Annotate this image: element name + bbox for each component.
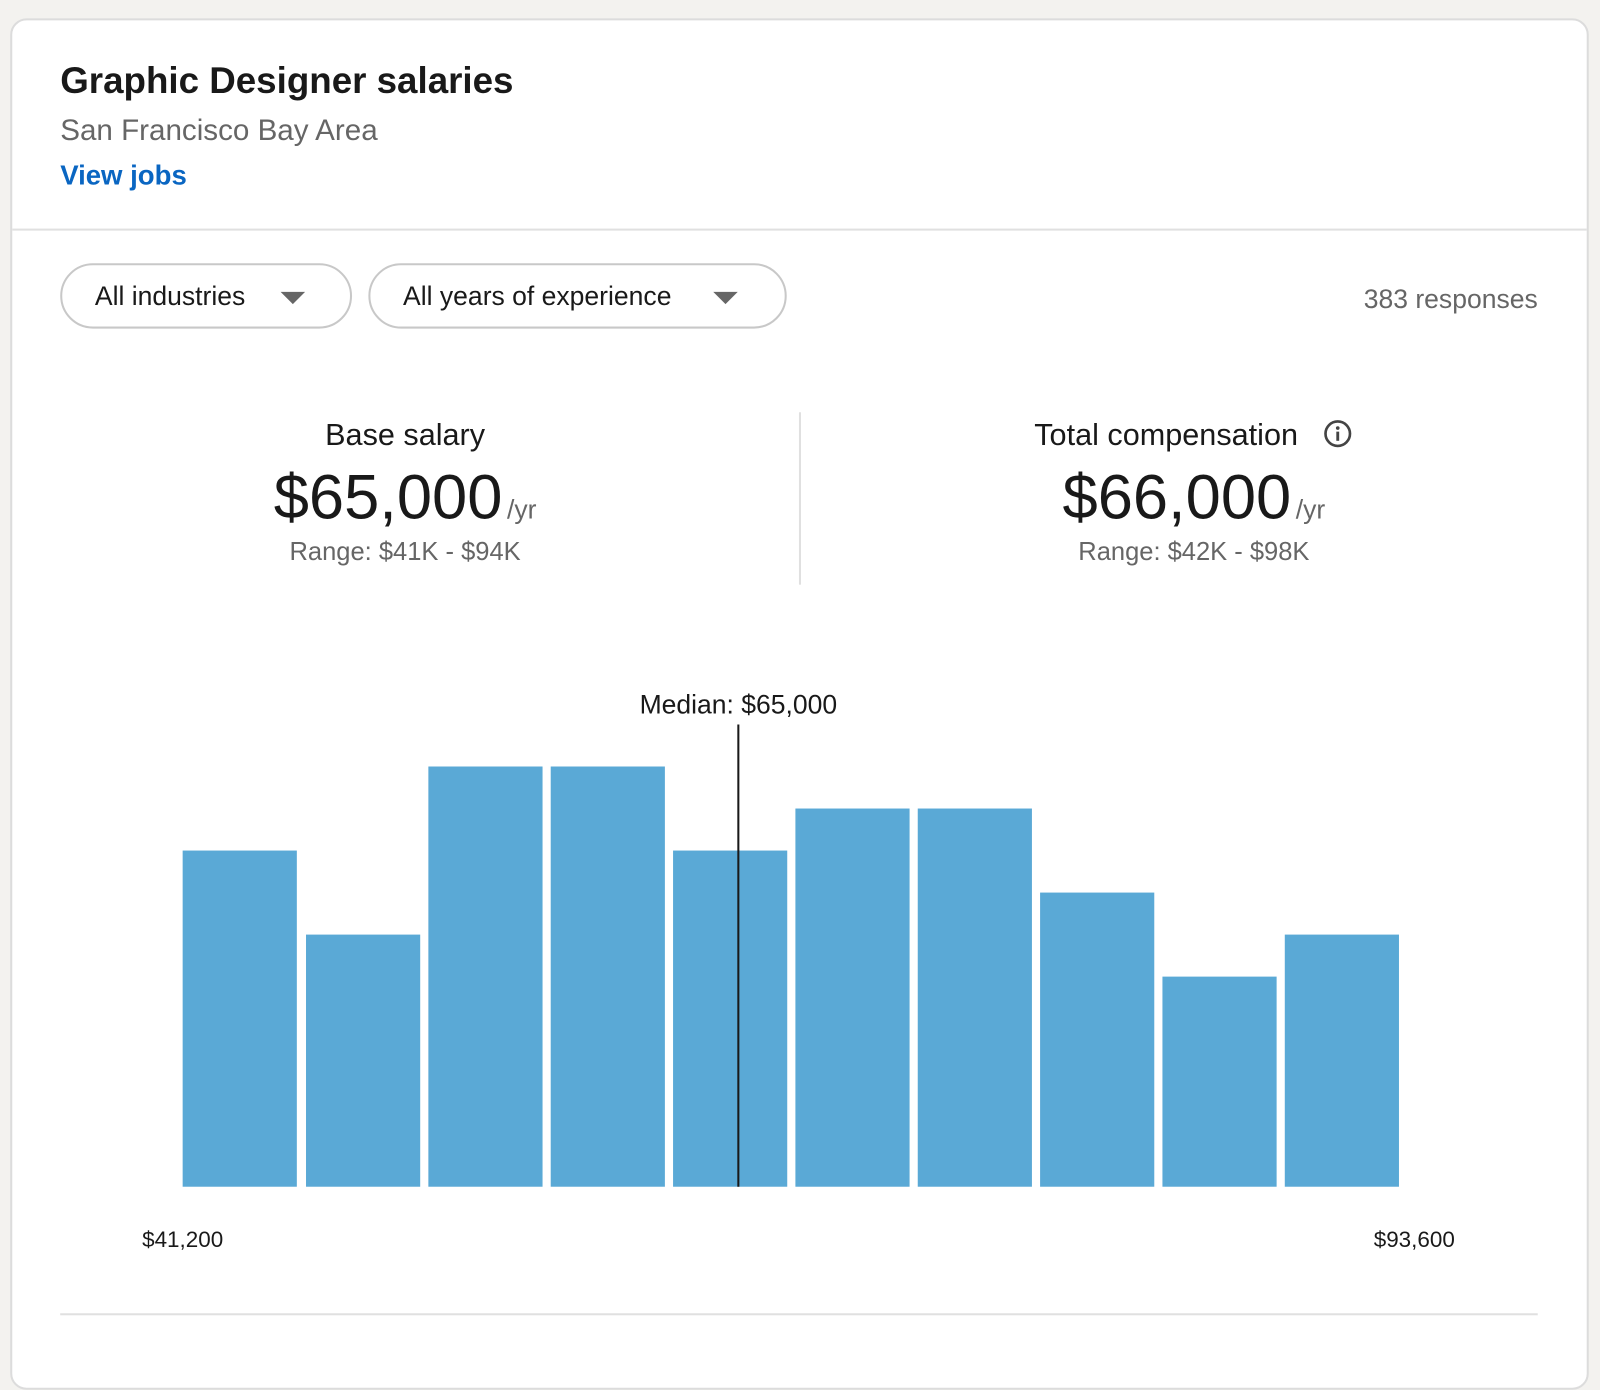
stat-range: Range: $41K - $94K	[289, 537, 521, 567]
bar	[182, 850, 297, 1187]
subtitle: San Francisco Bay Area	[60, 114, 378, 147]
stat-unit: /yr	[506, 493, 537, 525]
page: Graphic Designer salaries San Francisco …	[10, 18, 1589, 1390]
dropdown-arrow	[280, 291, 306, 305]
bar	[306, 934, 421, 1187]
histogram: $41,200 $93,600 Median: $65,000	[142, 689, 1455, 1252]
bar	[795, 808, 910, 1187]
stat-label-row: Total compensation	[837, 418, 1551, 453]
stat-divider	[798, 412, 802, 585]
filter-label: All industries	[94, 280, 246, 311]
info-icon[interactable]	[1323, 418, 1354, 449]
stat-value: $66,000	[1062, 462, 1292, 533]
x-tick-label: $41,200	[142, 1227, 223, 1252]
divider	[12, 228, 1587, 231]
stat-unit: /yr	[1295, 493, 1326, 525]
total-compensation: Total compensation $66,000 /yr Range: $4…	[837, 418, 1551, 567]
bar	[428, 766, 543, 1187]
dropdown-arrow	[713, 291, 738, 305]
view-jobs-link[interactable]: View jobs	[60, 160, 187, 191]
viewport: Graphic Designer salaries San Francisco …	[10, 18, 1589, 1390]
stat-range: Range: $42K - $98K	[1078, 537, 1310, 567]
bar	[1040, 892, 1155, 1187]
bar	[550, 766, 665, 1187]
bar	[673, 850, 788, 1187]
filter-label: All years of experience	[403, 280, 672, 311]
divider	[60, 1313, 1538, 1316]
stat-value: $65,000	[273, 462, 503, 533]
experience-filter[interactable]: All years of experience	[368, 263, 787, 329]
bar	[1284, 934, 1399, 1187]
stat-label: Total compensation	[1034, 418, 1299, 453]
bar	[1162, 976, 1277, 1187]
responses-count: 383 responses	[1363, 283, 1538, 315]
median-label: Median: $65,000	[640, 689, 838, 719]
stat-label: Base salary	[325, 418, 486, 453]
x-tick-label: $93,600	[1374, 1227, 1455, 1252]
bar	[917, 808, 1032, 1187]
base-salary: Base salary $65,000 /yr Range: $41K - $9…	[48, 418, 762, 567]
title: Graphic Designer salaries	[60, 59, 514, 102]
industry-filter[interactable]: All industries	[60, 263, 353, 329]
